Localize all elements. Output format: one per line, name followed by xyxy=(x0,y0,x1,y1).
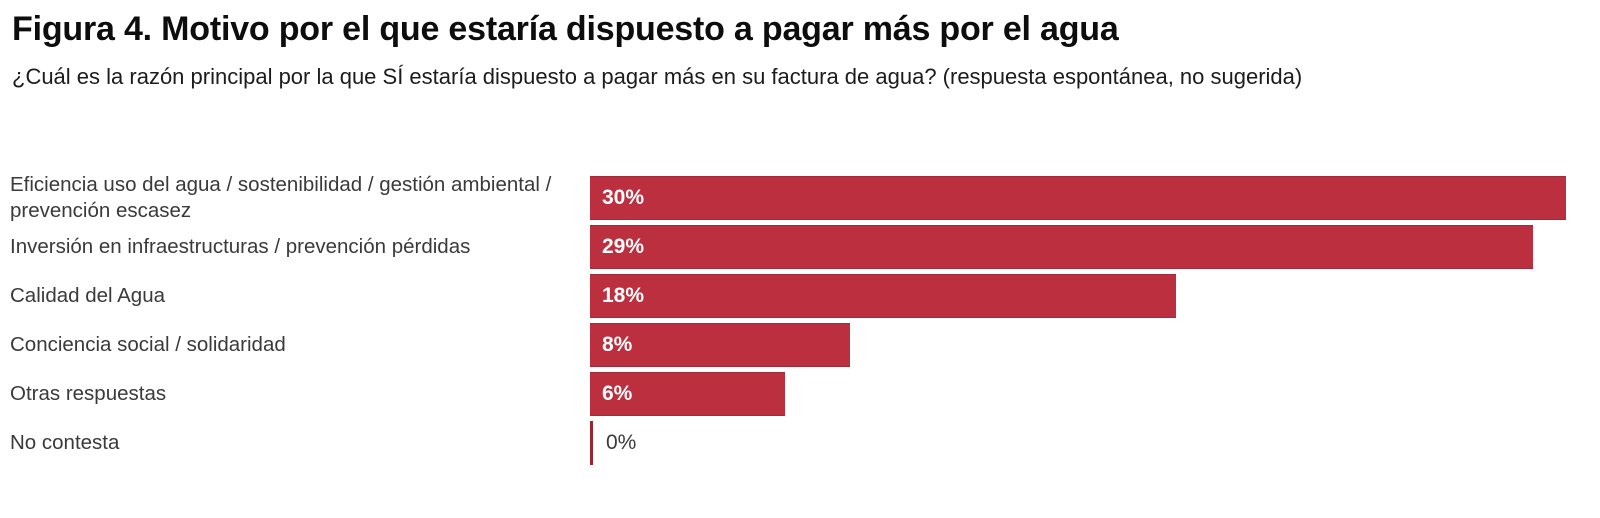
chart-row: Conciencia social / solidaridad 8% xyxy=(0,323,1600,367)
bar-chart: Eficiencia uso del agua / sostenibilidad… xyxy=(0,173,1600,496)
bar-value-label: 29% xyxy=(602,235,645,258)
page-title: Figura 4. Motivo por el que estaría disp… xyxy=(12,10,1119,48)
figure-subtitle: ¿Cuál es la razón principal por la que S… xyxy=(12,64,1303,89)
bar-category-label: Calidad del Agua xyxy=(10,284,166,307)
bar-category-label: Eficiencia uso del agua / sostenibilidad… xyxy=(10,173,552,222)
bar[interactable] xyxy=(590,225,1534,269)
chart-row: Calidad del Agua 18% xyxy=(0,274,1600,318)
bar[interactable] xyxy=(590,274,1176,318)
bar-value-label: 8% xyxy=(602,333,633,356)
bar-value-label: 18% xyxy=(602,284,645,307)
bar-category-label: Inversión en infraestructuras / prevenci… xyxy=(10,235,471,258)
bar[interactable] xyxy=(590,372,786,416)
bar-value-label: 0% xyxy=(606,431,637,454)
bar-value-label: 6% xyxy=(602,382,633,405)
chart-row: Eficiencia uso del agua / sostenibilidad… xyxy=(0,173,1600,222)
bar-category-label: Conciencia social / solidaridad xyxy=(10,333,286,356)
bar[interactable] xyxy=(590,323,851,367)
bar[interactable] xyxy=(590,421,593,465)
chart-row: Inversión en infraestructuras / prevenci… xyxy=(0,225,1600,269)
bar-category-label: No contesta xyxy=(10,431,120,454)
bar[interactable] xyxy=(590,176,1566,220)
bar-value-label: 30% xyxy=(602,186,645,209)
chart-row: Otras respuestas 6% xyxy=(0,372,1600,416)
bar-category-label: Otras respuestas xyxy=(10,382,167,405)
chart-row: No contesta 0% xyxy=(0,421,1600,465)
figure-header: Figura 4. Motivo por el que estaría disp… xyxy=(12,8,1592,91)
